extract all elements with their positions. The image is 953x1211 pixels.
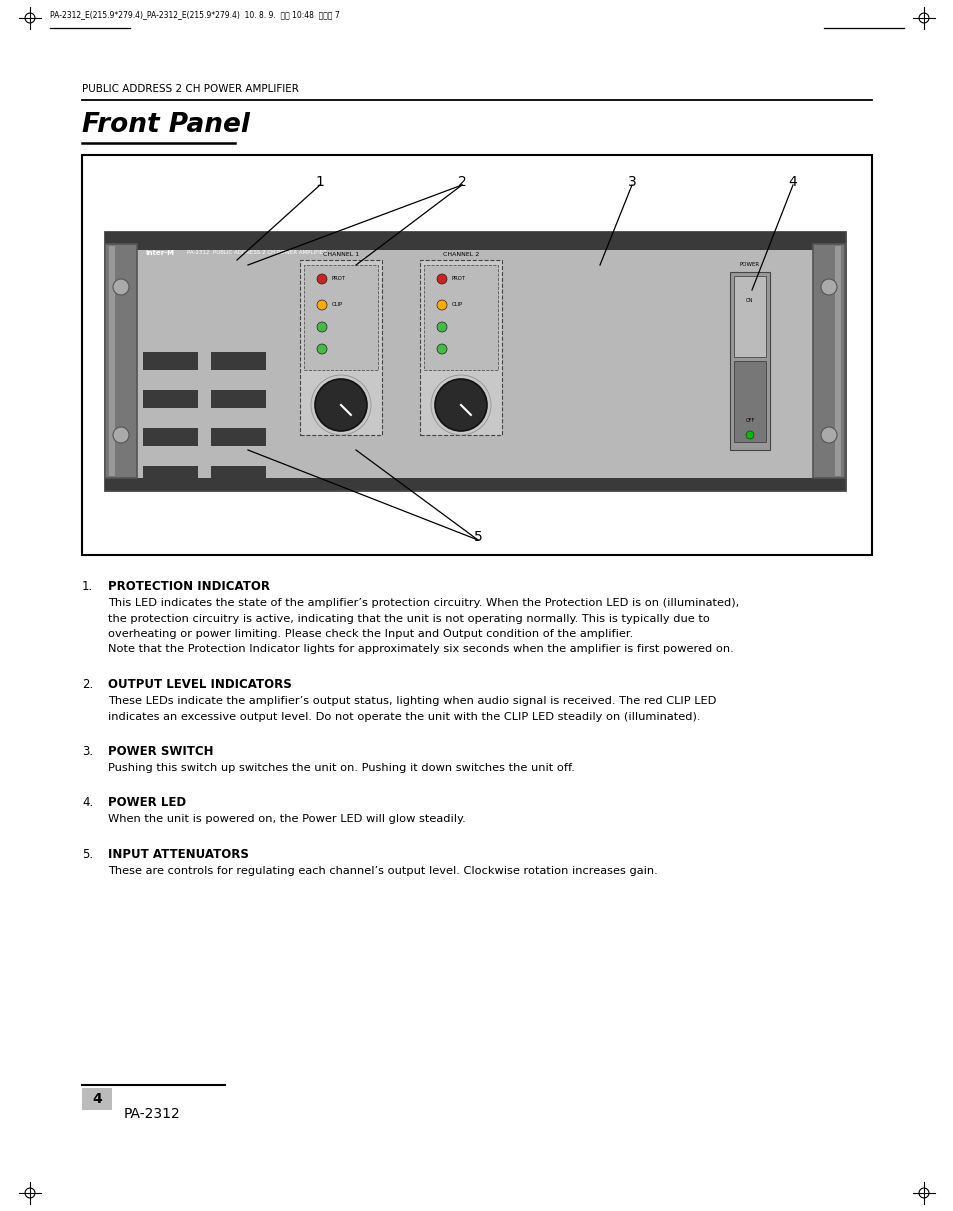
Text: ON: ON xyxy=(745,298,753,303)
Text: inter-M: inter-M xyxy=(145,249,173,256)
Text: 1.: 1. xyxy=(82,580,93,593)
Text: PROT: PROT xyxy=(452,276,465,281)
Text: POWER LED: POWER LED xyxy=(108,797,186,809)
Text: PA-2312: PA-2312 xyxy=(124,1107,180,1121)
Text: 1: 1 xyxy=(315,176,324,189)
Circle shape xyxy=(436,274,447,285)
Text: 5.: 5. xyxy=(82,848,93,861)
Circle shape xyxy=(436,300,447,310)
Text: indicates an excessive output level. Do not operate the unit with the CLIP LED s: indicates an excessive output level. Do … xyxy=(108,712,700,722)
Text: POWER: POWER xyxy=(740,262,760,266)
Bar xyxy=(143,352,198,371)
Text: Front Panel: Front Panel xyxy=(82,111,250,138)
Bar xyxy=(105,233,844,490)
Text: 2: 2 xyxy=(457,176,466,189)
Text: CHANNEL 1: CHANNEL 1 xyxy=(323,252,358,257)
Text: PA-2312  PUBLIC ADDRESS 2 CH POWER AMPLIFIER: PA-2312 PUBLIC ADDRESS 2 CH POWER AMPLIF… xyxy=(187,249,327,256)
Text: Note that the Protection Indicator lights for approximately six seconds when the: Note that the Protection Indicator light… xyxy=(108,644,733,654)
Text: Pushing this switch up switches the unit on. Pushing it down switches the unit o: Pushing this switch up switches the unit… xyxy=(108,763,575,773)
Text: PROT: PROT xyxy=(332,276,346,281)
Circle shape xyxy=(745,431,753,440)
Bar xyxy=(82,1087,112,1110)
Bar xyxy=(143,390,198,408)
Text: CHANNEL 2: CHANNEL 2 xyxy=(442,252,478,257)
Circle shape xyxy=(316,322,327,332)
Circle shape xyxy=(821,427,836,443)
Bar xyxy=(211,390,266,408)
Bar xyxy=(733,361,765,442)
Circle shape xyxy=(436,344,447,354)
Text: When the unit is powered on, the Power LED will glow steadily.: When the unit is powered on, the Power L… xyxy=(108,815,465,825)
Bar xyxy=(812,243,844,478)
Text: These LEDs indicate the amplifier’s output status, lighting when audio signal is: These LEDs indicate the amplifier’s outp… xyxy=(108,696,716,706)
Bar xyxy=(423,265,497,371)
Text: 3.: 3. xyxy=(82,745,93,758)
Circle shape xyxy=(435,379,486,431)
Text: OUTPUT LEVEL INDICATORS: OUTPUT LEVEL INDICATORS xyxy=(108,678,292,691)
Circle shape xyxy=(112,427,129,443)
Text: PA-2312_E(215.9*279.4)_PA-2312_E(215.9*279.4)  10. 8. 9.  오전 10:48  페이지 7: PA-2312_E(215.9*279.4)_PA-2312_E(215.9*2… xyxy=(50,10,339,19)
Text: INPUT ATTENUATORS: INPUT ATTENUATORS xyxy=(108,848,249,861)
Bar xyxy=(105,233,844,249)
Bar xyxy=(105,243,137,478)
Text: These are controls for regulating each channel’s output level. Clockwise rotatio: These are controls for regulating each c… xyxy=(108,866,657,876)
Text: CLIP: CLIP xyxy=(332,303,343,308)
Bar xyxy=(211,352,266,371)
Circle shape xyxy=(821,279,836,295)
Text: 3: 3 xyxy=(627,176,636,189)
Text: 4: 4 xyxy=(92,1092,102,1106)
Circle shape xyxy=(112,279,129,295)
Text: PROTECTION INDICATOR: PROTECTION INDICATOR xyxy=(108,580,270,593)
Bar xyxy=(733,276,765,357)
Text: 4.: 4. xyxy=(82,797,93,809)
Text: 5: 5 xyxy=(473,530,482,544)
Text: This LED indicates the state of the amplifier’s protection circuitry. When the P: This LED indicates the state of the ampl… xyxy=(108,598,739,608)
Bar xyxy=(109,246,115,476)
Text: overheating or power limiting. Please check the Input and Output condition of th: overheating or power limiting. Please ch… xyxy=(108,629,633,639)
Text: POWER SWITCH: POWER SWITCH xyxy=(108,745,213,758)
Bar xyxy=(299,260,381,435)
Text: PUBLIC ADDRESS 2 CH POWER AMPLIFIER: PUBLIC ADDRESS 2 CH POWER AMPLIFIER xyxy=(82,84,298,94)
Circle shape xyxy=(316,300,327,310)
Text: CLIP: CLIP xyxy=(452,303,462,308)
Text: the protection circuitry is active, indicating that the unit is not operating no: the protection circuitry is active, indi… xyxy=(108,614,709,624)
Circle shape xyxy=(436,322,447,332)
Text: 4: 4 xyxy=(788,176,797,189)
Text: OFF: OFF xyxy=(744,418,754,423)
Bar xyxy=(143,427,198,446)
Bar xyxy=(143,466,198,484)
Bar xyxy=(105,478,844,490)
Bar xyxy=(729,272,769,450)
Text: 2.: 2. xyxy=(82,678,93,691)
Bar xyxy=(211,466,266,484)
Circle shape xyxy=(316,274,327,285)
Bar xyxy=(211,427,266,446)
Bar xyxy=(834,246,841,476)
Bar xyxy=(304,265,377,371)
Bar xyxy=(82,155,871,555)
Circle shape xyxy=(316,344,327,354)
Circle shape xyxy=(314,379,367,431)
Bar xyxy=(419,260,501,435)
